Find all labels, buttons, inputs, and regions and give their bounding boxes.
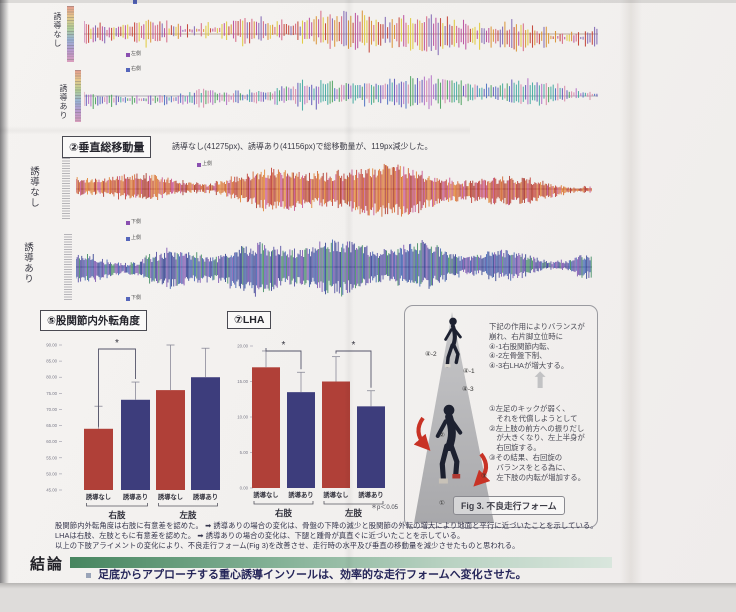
y-tick-label: 55.00 [46, 455, 57, 460]
waveform-svg [83, 75, 598, 111]
y-tick-label: 85.00 [46, 359, 57, 364]
y-tick-label: 90.00 [46, 343, 57, 348]
legend-chip-down: 下側 [126, 296, 141, 301]
rotation-arrow-right [473, 452, 491, 487]
fig3-panel: ④-2 ④-1 ④-3 ② ③ ① 下記の作用によりバランスが 崩れ、右片脚立位… [404, 305, 598, 528]
y-tick-label: 0.00 [240, 486, 249, 491]
bar [287, 392, 315, 488]
axis-tick-column [62, 158, 70, 220]
y-tick-label: 60.00 [46, 439, 57, 444]
y-tick-label: 45.00 [46, 488, 57, 493]
bar [156, 390, 185, 490]
x-category-label: 誘導なし [253, 490, 278, 499]
legend-chip-left: 左側 [126, 52, 141, 57]
y-tick-label: 20.00 [237, 344, 248, 349]
marker-label: ③ [481, 473, 487, 480]
bar-chart-svg: 20.00 15.00 10.00 5.00 0.00 誘導なし 誘導あり 誘導なし 誘導あり右… [237, 340, 399, 518]
legend-swatch [126, 52, 130, 57]
legend-chip-label: 左側 [131, 51, 142, 57]
bar-chart-svg: 90.00 85.00 80.00 75.00 70.00 65.00 60.00 55.00… [46, 338, 220, 520]
axis-tick-column [75, 70, 81, 122]
legend-chip-right: 右側 [126, 67, 141, 72]
marker-label: ④-3 [462, 386, 474, 393]
waveform-vertical-guidance-on [75, 233, 592, 301]
group-label: 右肢 [274, 508, 293, 518]
waveform-row-label: 誘導あり [22, 242, 33, 284]
waveform-svg [75, 239, 592, 297]
group-label: 左肢 [344, 508, 363, 518]
y-tick-label: 70.00 [46, 407, 57, 412]
marker-label: ② [439, 432, 445, 439]
bar [191, 377, 220, 490]
bullet-square-icon [86, 573, 91, 578]
section-heading-hip-angle: ⑤股関節内外転角度 [40, 310, 147, 331]
fig3-upper-text: 下記の作用によりバランスが 崩れ、右片脚立位時に ④-1右股関節内転、 ④-2左… [489, 322, 585, 371]
legend-swatch [126, 67, 130, 72]
section-heading-lha: ⑦LHA [227, 311, 272, 329]
significance-asterisk: * [115, 338, 119, 349]
runner-silhouette-upper [444, 317, 462, 368]
finding-line: LHAは右肢、左肢ともに有意差を認めた。 ➡ 誘導ありの場合の変化は、下腿と踵骨… [55, 531, 465, 540]
group-label: 左肢 [178, 510, 197, 520]
bar [322, 381, 350, 488]
waveform-row-label: 誘導あり [59, 84, 68, 120]
legend-chip-up: 上側 [126, 236, 141, 241]
finding-line: 股関節内外転角度は右肢に有意差を認めた。 ➡ 誘導ありの場合の変化は、骨盤の下降… [55, 521, 598, 530]
bar [252, 367, 280, 488]
significance-asterisk: * [352, 340, 356, 351]
waveform-row-label: 誘導なし [53, 12, 62, 48]
waveform-lateral-guidance-on [83, 70, 598, 122]
legend-chip-down: 下側 [126, 220, 141, 225]
x-category-label: 誘導なし [158, 492, 183, 501]
bar [357, 406, 385, 488]
cropped-legend-chip [133, 0, 137, 4]
marker-label: ④-2 [425, 351, 437, 358]
y-tick-label: 15.00 [237, 379, 248, 384]
bar [84, 428, 113, 490]
waveform-vertical-guidance-off [75, 157, 592, 221]
fig3-caption: Fig 3. 不良走行フォーム [453, 496, 565, 515]
x-category-label: 誘導なし [323, 490, 348, 499]
conclusion-text: 足底からアプローチする重心誘導インソールは、効率的な走行フォームへ変化させた。 [98, 569, 527, 581]
marker-label: ① [439, 500, 445, 507]
runner-silhouette-lower [435, 404, 463, 484]
bar-chart-lha: 20.00 15.00 10.00 5.00 0.00 誘導なし 誘導あり 誘導なし 誘導あり右… [222, 333, 422, 533]
waveform-lateral-guidance-off [83, 5, 598, 63]
bar [121, 399, 150, 490]
finding-line: 以上の下肢アライメントの変化により、不良走行フォーム(Fig 3)を改善させ、走… [55, 541, 520, 550]
waveform-svg [75, 163, 592, 217]
y-tick-label: 65.00 [46, 423, 57, 428]
vertical-displacement-caption: 誘導なし(41275px)、誘導あり(41156px)で総移動量が、119px減… [172, 142, 433, 151]
x-category-label: 誘導あり [193, 492, 218, 501]
conclusion-heading: 結論 [30, 556, 65, 573]
section-heading-vertical-displacement: ②垂直総移動量 [62, 136, 152, 158]
significance-note: ＊p＜0.05 [371, 504, 399, 511]
x-category-label: 誘導なし [86, 492, 111, 501]
y-tick-label: 50.00 [46, 471, 57, 476]
y-tick-label: 5.00 [240, 450, 249, 455]
x-category-label: 誘導あり [288, 490, 313, 499]
x-category-label: 誘導あり [358, 490, 383, 499]
significance-asterisk: * [282, 340, 286, 351]
scanned-paper-page: 誘導なし 左側 右側 誘導あり ②垂直総移動量 誘導なし(41275px)、誘導… [0, 0, 736, 585]
axis-tick-column [67, 6, 74, 62]
legend-chip-up: 上側 [197, 162, 212, 167]
axis-tick-column [64, 234, 72, 300]
waveform-svg [83, 10, 598, 56]
up-block-arrow-icon: ⬆ [531, 368, 550, 393]
x-category-label: 誘導あり [123, 492, 148, 501]
legend-chip-label: 右側 [131, 66, 142, 72]
marker-label: ④-1 [463, 368, 475, 375]
y-tick-label: 10.00 [237, 415, 248, 420]
waveform-row-label: 誘導なし [28, 166, 39, 208]
paper-bottom-edge [0, 583, 736, 612]
fig3-lower-text: ①左足のキックが弱く、 それを代償しようとして ②左上肢の前方への振りだし が大… [489, 404, 586, 482]
y-tick-label: 75.00 [46, 391, 57, 396]
y-tick-label: 80.00 [46, 375, 57, 380]
bar-chart-hip-angle: 90.00 85.00 80.00 75.00 70.00 65.00 60.00 55.00… [30, 333, 232, 533]
runner-figure-graphic [413, 312, 494, 523]
conclusion-green-bar [70, 557, 612, 568]
group-label: 右肢 [107, 510, 126, 520]
rotation-arrow-left [413, 416, 431, 451]
